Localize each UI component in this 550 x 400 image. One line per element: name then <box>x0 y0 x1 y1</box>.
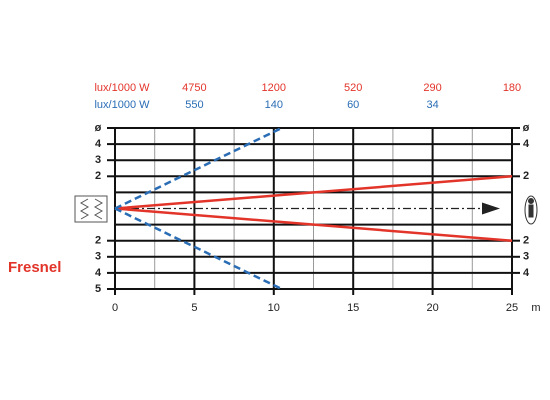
chart-title: Fresnel <box>8 259 61 276</box>
lux-value: 180 <box>503 82 521 94</box>
lux-value: 290 <box>423 82 441 94</box>
y-tick-label: ø <box>95 122 102 134</box>
y-tick-label: 2 <box>95 235 101 247</box>
viewer-icon <box>524 195 538 225</box>
y-tick-label: ø <box>523 122 530 134</box>
y-tick-label: 4 <box>523 267 530 279</box>
y-tick-label: 3 <box>95 154 101 166</box>
y-tick-label: 4 <box>523 138 530 150</box>
lux-value: 1200 <box>262 82 286 94</box>
y-tick-label: 4 <box>95 138 102 150</box>
y-tick-label: 3 <box>523 251 529 263</box>
y-tick-label: 2 <box>95 170 101 182</box>
lux-label: lux/1000 W <box>94 99 150 111</box>
y-tick-label: 3 <box>95 251 101 263</box>
lux-value: 140 <box>265 99 283 111</box>
lux-value: 520 <box>344 82 362 94</box>
x-axis-label: m <box>531 302 540 314</box>
y-tick-label: 2 <box>523 235 529 247</box>
x-tick-label: 25 <box>506 302 518 314</box>
beam-line <box>114 207 283 291</box>
lux-value: 4750 <box>182 82 206 94</box>
beam-line <box>114 126 283 210</box>
x-tick-label: 20 <box>426 302 438 314</box>
lux-label: lux/1000 W <box>94 82 150 94</box>
x-tick-label: 10 <box>268 302 280 314</box>
beam-line <box>114 207 513 242</box>
x-tick-label: 0 <box>112 302 118 314</box>
y-tick-label: 5 <box>95 283 101 295</box>
y-tick-label: 4 <box>95 267 102 279</box>
lux-value: 60 <box>347 99 359 111</box>
arrow-head <box>482 202 500 215</box>
beam-line <box>114 175 513 210</box>
lamp-icon <box>74 195 108 223</box>
x-tick-label: 15 <box>347 302 359 314</box>
lux-value: 34 <box>426 99 438 111</box>
y-tick-label: 2 <box>523 170 529 182</box>
lux-value: 550 <box>185 99 203 111</box>
x-tick-label: 5 <box>191 302 197 314</box>
